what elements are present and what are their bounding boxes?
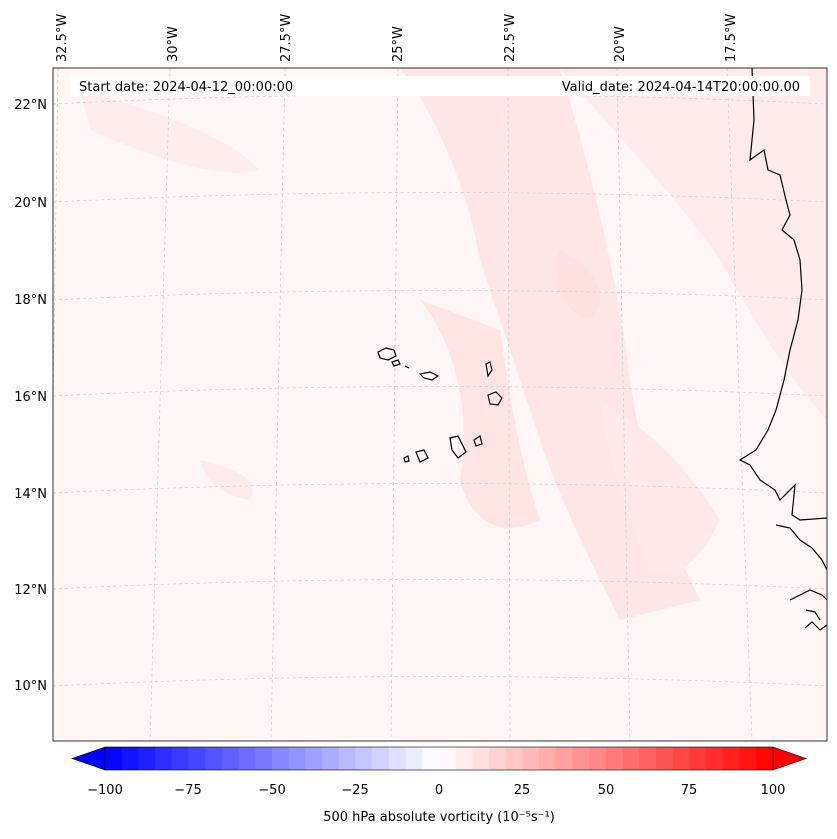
island-sao-vicente bbox=[391, 359, 401, 367]
latitude-labels: 22°N 20°N 18°N 16°N 14°N 12°N 10°N bbox=[14, 98, 47, 694]
lat-label: 16°N bbox=[14, 390, 47, 405]
colorbar-segment bbox=[405, 747, 423, 770]
map-frame bbox=[52, 67, 828, 742]
colorbar-segment bbox=[171, 747, 189, 770]
colorbar-segment bbox=[221, 747, 240, 770]
island-maio bbox=[473, 435, 483, 447]
colorbar-frame bbox=[104, 746, 774, 771]
colorbar-tick: −25 bbox=[341, 783, 368, 798]
gridlines bbox=[53, 68, 827, 741]
colorbar-segment bbox=[489, 747, 507, 770]
colorbar-segment bbox=[555, 747, 574, 770]
valid-date: Valid_date: 2024-04-14T20:00:00.00 bbox=[562, 80, 800, 95]
colorbar-extend-max bbox=[772, 746, 807, 771]
colorbar-tick: 75 bbox=[681, 783, 698, 798]
colorbar-tick: 100 bbox=[761, 783, 786, 798]
colorbar-segment bbox=[672, 747, 690, 770]
coastline bbox=[377, 68, 827, 631]
vorticity-field bbox=[53, 68, 827, 741]
colorbar-segment bbox=[606, 747, 624, 770]
lon-label: 17.5°W bbox=[724, 14, 739, 62]
colorbar-segment bbox=[622, 747, 640, 770]
colorbar-tick: 50 bbox=[598, 783, 615, 798]
colorbar-segment bbox=[205, 747, 223, 770]
colorbar-segment bbox=[472, 747, 490, 770]
island-sal bbox=[485, 361, 493, 378]
lon-label: 20°W bbox=[613, 26, 628, 62]
lat-label: 14°N bbox=[14, 487, 47, 502]
colorbar-tick: −100 bbox=[87, 783, 123, 798]
lon-label: 32.5°W bbox=[55, 14, 70, 62]
colorbar-segment bbox=[272, 747, 290, 770]
colorbar-segment bbox=[522, 747, 540, 770]
colorbar-extend-min bbox=[71, 746, 106, 771]
colorbar-segment bbox=[388, 747, 407, 770]
colorbar-segment bbox=[372, 747, 390, 770]
colorbar-segment bbox=[706, 747, 724, 770]
colorbar-segment bbox=[722, 747, 741, 770]
african-coastline bbox=[738, 68, 827, 631]
colorbar-segment bbox=[155, 747, 173, 770]
colorbar-segment bbox=[188, 747, 206, 770]
colorbar-segment bbox=[505, 747, 523, 770]
colorbar-segment bbox=[322, 747, 340, 770]
start-date: Start date: 2024-04-12_00:00:00 bbox=[79, 80, 293, 95]
colorbar-segment bbox=[338, 747, 356, 770]
colorbar-segment bbox=[422, 747, 440, 770]
colorbar-segment bbox=[238, 747, 256, 770]
island-santo-antao bbox=[377, 347, 397, 361]
colorbar-segment bbox=[572, 747, 590, 770]
colorbar bbox=[71, 746, 807, 771]
colorbar-segment bbox=[455, 747, 473, 770]
colorbar-segment bbox=[539, 747, 557, 770]
colorbar-tick: −75 bbox=[174, 783, 201, 798]
lat-label: 18°N bbox=[14, 293, 47, 308]
colorbar-segment bbox=[288, 747, 306, 770]
longitude-labels: 32.5°W 30°W 27.5°W 25°W 22.5°W 20°W 17.5… bbox=[55, 14, 739, 62]
colorbar-segment bbox=[305, 747, 323, 770]
island-santa-luzia bbox=[404, 365, 410, 369]
colorbar-segment bbox=[639, 747, 657, 770]
colorbar-tick: −50 bbox=[258, 783, 285, 798]
island-brava bbox=[403, 455, 410, 463]
colorbar-segment bbox=[255, 747, 273, 770]
colorbar-tick: 0 bbox=[435, 783, 443, 798]
lat-label: 12°N bbox=[14, 583, 47, 598]
lon-label: 25°W bbox=[391, 26, 406, 62]
colorbar-segment bbox=[689, 747, 707, 770]
island-fogo bbox=[415, 449, 429, 463]
colorbar-segment bbox=[105, 747, 123, 770]
colorbar-ticks: −100 −75 −50 −25 0 25 50 75 100 bbox=[87, 783, 785, 798]
colorbar-label: 500 hPa absolute vorticity (10⁻⁵s⁻¹) bbox=[323, 810, 555, 825]
lon-label: 27.5°W bbox=[279, 14, 294, 62]
colorbar-segment bbox=[589, 747, 607, 770]
colorbar-segment bbox=[121, 747, 139, 770]
colorbar-segment bbox=[756, 747, 774, 770]
lat-label: 10°N bbox=[14, 679, 47, 694]
lon-label: 30°W bbox=[166, 26, 181, 62]
island-sao-nicolau bbox=[418, 371, 440, 381]
island-boa-vista bbox=[487, 391, 503, 406]
island-santiago bbox=[449, 435, 467, 459]
colorbar-segment bbox=[355, 747, 373, 770]
date-header-box bbox=[70, 76, 810, 96]
colorbar-segment bbox=[739, 747, 757, 770]
colorbar-segment bbox=[656, 747, 674, 770]
colorbar-segment bbox=[138, 747, 156, 770]
colorbar-segment bbox=[439, 747, 457, 770]
lat-label: 20°N bbox=[14, 196, 47, 211]
lat-label: 22°N bbox=[14, 98, 47, 113]
colorbar-tick: 25 bbox=[514, 783, 531, 798]
lon-label: 22.5°W bbox=[503, 14, 518, 62]
